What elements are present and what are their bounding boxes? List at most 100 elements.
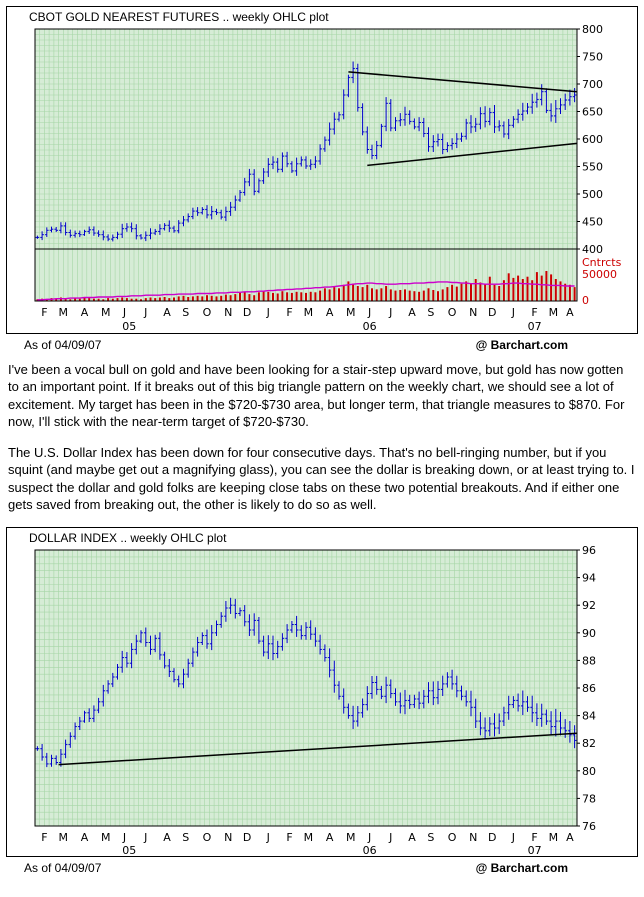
dollar-chart-footer: As of 04/09/07 @ Barchart.com bbox=[0, 857, 644, 877]
svg-text:M: M bbox=[549, 831, 559, 844]
svg-text:0: 0 bbox=[582, 294, 589, 307]
gridlines bbox=[34, 549, 578, 827]
svg-text:92: 92 bbox=[582, 599, 596, 612]
x-axis-labels: F M A M J J A S O N D J F M A M J J A S O N D J F M A05 06 07 bbox=[41, 306, 574, 333]
svg-text:50000: 50000 bbox=[582, 268, 617, 281]
svg-text:M: M bbox=[304, 831, 314, 844]
svg-text:M: M bbox=[304, 306, 314, 319]
trendlines bbox=[58, 732, 578, 766]
gold-chart-frame: CBOT GOLD NEAREST FUTURES .. weekly OHLC… bbox=[6, 6, 638, 334]
svg-text:J: J bbox=[388, 306, 392, 319]
svg-text:J: J bbox=[367, 831, 371, 844]
svg-text:06: 06 bbox=[363, 844, 377, 856]
svg-text:A: A bbox=[163, 831, 171, 844]
svg-text:O: O bbox=[203, 831, 212, 844]
dollar-chart-frame: DOLLAR INDEX .. weekly OHLC plot 76 78 80 8… bbox=[6, 527, 638, 858]
svg-text:D: D bbox=[488, 831, 496, 844]
svg-text:J: J bbox=[511, 306, 515, 319]
svg-text:M: M bbox=[346, 831, 356, 844]
svg-text:J: J bbox=[122, 831, 126, 844]
svg-text:A: A bbox=[326, 306, 334, 319]
svg-text:F: F bbox=[286, 831, 292, 844]
svg-text:550: 550 bbox=[582, 161, 603, 174]
gold-chart-footer: As of 04/09/07 @ Barchart.com bbox=[0, 334, 644, 354]
dollar-chart-block: DOLLAR INDEX .. weekly OHLC plot 76 78 80 8… bbox=[0, 527, 644, 877]
svg-text:N: N bbox=[469, 306, 477, 319]
svg-text:88: 88 bbox=[582, 655, 596, 668]
chart-panel-border bbox=[34, 28, 578, 302]
page: { "commentary": { "p1": "I've been a voc… bbox=[0, 6, 644, 878]
gold-as-of-label: As of 04/09/07 bbox=[24, 338, 102, 352]
trendlines bbox=[348, 71, 578, 167]
svg-text:700: 700 bbox=[582, 78, 603, 91]
svg-text:07: 07 bbox=[528, 844, 542, 856]
svg-text:80: 80 bbox=[582, 765, 596, 778]
y-axis-labels: 400 450 500 550 600 650 700 750 800 bbox=[577, 25, 603, 256]
svg-text:A: A bbox=[81, 306, 89, 319]
svg-text:A: A bbox=[163, 306, 171, 319]
svg-text:A: A bbox=[566, 306, 574, 319]
svg-text:05: 05 bbox=[122, 844, 136, 856]
dollar-barchart-credit: @ Barchart.com bbox=[475, 861, 568, 876]
svg-text:O: O bbox=[203, 306, 212, 319]
svg-text:M: M bbox=[59, 306, 69, 319]
svg-text:N: N bbox=[469, 831, 477, 844]
volume-bars bbox=[36, 271, 576, 301]
svg-text:S: S bbox=[427, 306, 434, 319]
commentary-paragraph-1: I've been a vocal bull on gold and have … bbox=[8, 362, 625, 429]
svg-text:05: 05 bbox=[122, 320, 136, 333]
svg-text:F: F bbox=[41, 306, 47, 319]
svg-text:400: 400 bbox=[582, 243, 603, 256]
svg-text:J: J bbox=[367, 306, 371, 319]
dollar-chart-title: DOLLAR INDEX .. weekly OHLC plot bbox=[29, 531, 227, 546]
svg-text:A: A bbox=[408, 306, 416, 319]
svg-text:J: J bbox=[388, 831, 392, 844]
ohlc-bars bbox=[35, 598, 577, 768]
svg-text:84: 84 bbox=[582, 710, 596, 723]
svg-text:96: 96 bbox=[582, 546, 596, 557]
commentary-paragraph-2: The U.S. Dollar Index has been down for … bbox=[8, 445, 635, 512]
svg-text:F: F bbox=[286, 306, 292, 319]
svg-text:M: M bbox=[101, 831, 111, 844]
svg-text:N: N bbox=[224, 831, 232, 844]
svg-text:A: A bbox=[326, 831, 334, 844]
svg-text:D: D bbox=[243, 831, 251, 844]
commentary-section: I've been a vocal bull on gold and have … bbox=[0, 354, 644, 513]
svg-text:J: J bbox=[266, 306, 270, 319]
svg-text:O: O bbox=[448, 306, 457, 319]
gold-chart-title: CBOT GOLD NEAREST FUTURES .. weekly OHLC… bbox=[29, 10, 329, 24]
svg-text:M: M bbox=[101, 306, 111, 319]
open-interest-line bbox=[37, 281, 575, 301]
svg-text:A: A bbox=[81, 831, 89, 844]
dollar-as-of-label: As of 04/09/07 bbox=[24, 861, 102, 876]
svg-text:06: 06 bbox=[363, 320, 377, 333]
svg-text:600: 600 bbox=[582, 133, 603, 146]
svg-text:J: J bbox=[266, 831, 270, 844]
svg-text:82: 82 bbox=[582, 737, 596, 750]
svg-text:76: 76 bbox=[582, 820, 596, 833]
ohlc-bars bbox=[35, 61, 577, 242]
svg-text:D: D bbox=[243, 306, 251, 319]
svg-text:750: 750 bbox=[582, 51, 603, 64]
svg-text:S: S bbox=[182, 831, 189, 844]
svg-text:F: F bbox=[41, 831, 47, 844]
svg-text:800: 800 bbox=[582, 25, 603, 36]
svg-text:M: M bbox=[549, 306, 559, 319]
svg-text:J: J bbox=[143, 831, 147, 844]
svg-text:F: F bbox=[531, 306, 537, 319]
svg-text:J: J bbox=[511, 831, 515, 844]
svg-text:90: 90 bbox=[582, 627, 596, 640]
svg-text:78: 78 bbox=[582, 793, 596, 806]
svg-text:07: 07 bbox=[528, 320, 542, 333]
svg-text:J: J bbox=[143, 306, 147, 319]
svg-text:M: M bbox=[59, 831, 69, 844]
svg-text:Cntrcts: Cntrcts bbox=[582, 256, 622, 269]
svg-text:650: 650 bbox=[582, 106, 603, 119]
svg-text:S: S bbox=[182, 306, 189, 319]
svg-text:J: J bbox=[122, 306, 126, 319]
svg-text:M: M bbox=[346, 306, 356, 319]
svg-text:86: 86 bbox=[582, 682, 596, 695]
